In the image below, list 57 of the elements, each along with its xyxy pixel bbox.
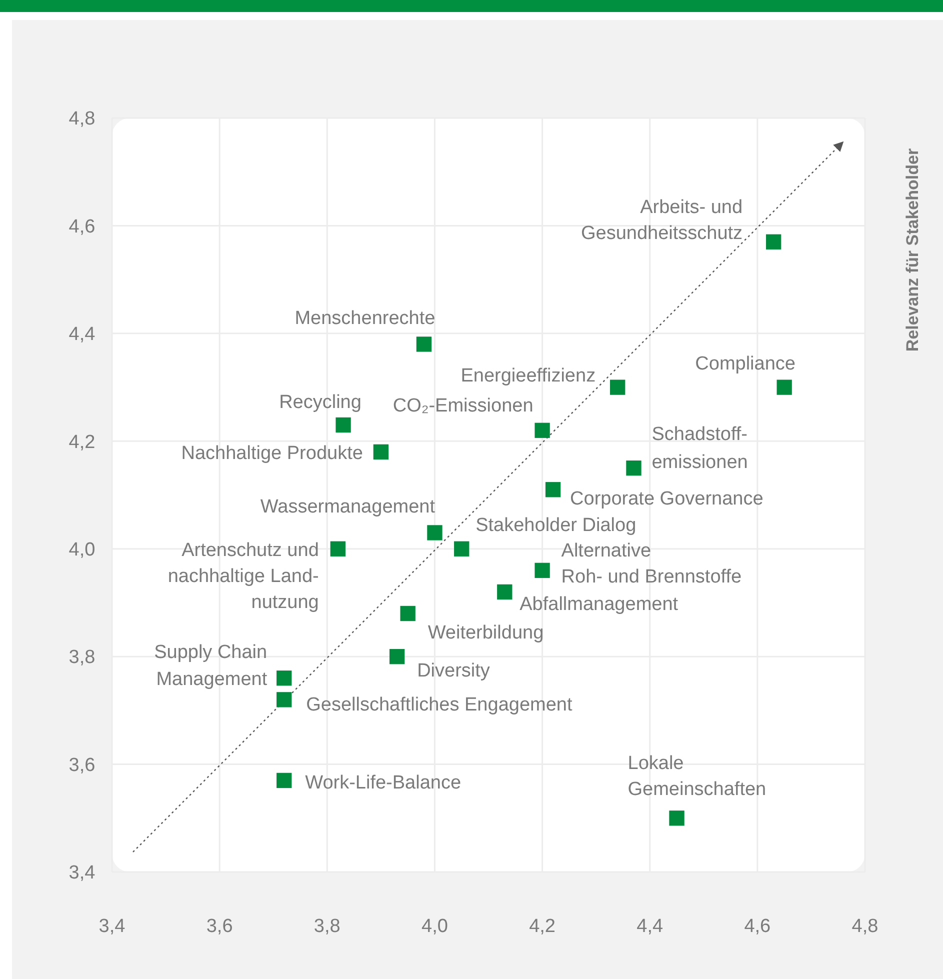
annotation: Diversity bbox=[417, 660, 490, 682]
annotation: Wassermanagement bbox=[260, 496, 436, 518]
y-tick-label: 4,6 bbox=[68, 216, 96, 238]
y-tick-label: 4,2 bbox=[68, 432, 96, 453]
x-tick-label: 3,6 bbox=[206, 916, 233, 937]
annotation: Menschenrechte bbox=[294, 308, 436, 330]
annotation: Energieeffizienz bbox=[460, 365, 596, 386]
point bbox=[454, 541, 470, 556]
x-tick-label: 4,8 bbox=[852, 916, 878, 937]
annotation: Supply Chain Management bbox=[154, 642, 268, 690]
point bbox=[766, 234, 782, 250]
x-tick-label: 3,4 bbox=[98, 916, 126, 937]
point bbox=[400, 606, 416, 622]
y-tick-label: 3,8 bbox=[68, 647, 96, 668]
point bbox=[373, 444, 389, 460]
annotation: Alternative Roh- und Brennstoffe bbox=[561, 540, 742, 588]
point bbox=[534, 422, 550, 438]
point bbox=[610, 380, 626, 395]
point bbox=[416, 336, 432, 352]
point bbox=[497, 584, 512, 600]
y-tick-label: 4,4 bbox=[68, 324, 96, 346]
point bbox=[276, 670, 292, 686]
point bbox=[427, 525, 442, 540]
annotation: Nachhaltige Produkte bbox=[181, 442, 363, 464]
annotation: Recycling bbox=[279, 392, 362, 413]
annotation: CO₂-Emissionen bbox=[392, 395, 534, 416]
annotation: Abfallmanagement bbox=[520, 594, 679, 615]
point bbox=[545, 482, 561, 498]
point bbox=[330, 541, 346, 556]
annotation: Artenschutz und nachhaltige Land- nutzung bbox=[168, 540, 319, 613]
x-tick-label: 4,0 bbox=[422, 916, 448, 937]
y-tick-label: 3,4 bbox=[68, 862, 96, 884]
point bbox=[336, 417, 351, 433]
x-tick-label: 4,2 bbox=[529, 916, 556, 937]
annotation: Stakeholder Dialog bbox=[476, 514, 636, 536]
y-tick-label: 4,8 bbox=[68, 108, 96, 130]
y-tick-label: 3,6 bbox=[68, 754, 96, 776]
annotation: Schadstoff- emissionen bbox=[652, 424, 748, 474]
annotation: Compliance bbox=[695, 353, 796, 374]
point bbox=[669, 810, 684, 826]
point bbox=[776, 380, 792, 395]
point bbox=[626, 460, 642, 476]
point bbox=[534, 562, 550, 578]
y-axis-title: Relevanz für Stakeholder bbox=[903, 148, 922, 352]
annotation: Corporate Governance bbox=[570, 488, 764, 510]
annotation: Arbeits- und Gesundheitsschutz bbox=[580, 196, 743, 244]
point bbox=[389, 648, 405, 664]
annotation: Gesellschaftliches Engagement bbox=[306, 694, 573, 716]
point bbox=[276, 772, 292, 788]
annotation: Weiterbildung bbox=[428, 622, 544, 644]
point bbox=[276, 692, 292, 708]
x-tick-label: 4,6 bbox=[744, 916, 771, 937]
y-tick-label: 4,0 bbox=[68, 540, 96, 561]
x-tick-label: 4,4 bbox=[636, 916, 664, 937]
x-tick-label: 3,8 bbox=[314, 916, 340, 937]
annotation: Work-Life-Balance bbox=[305, 772, 462, 794]
annotation: Lokale Gemeinschaften bbox=[628, 753, 766, 800]
